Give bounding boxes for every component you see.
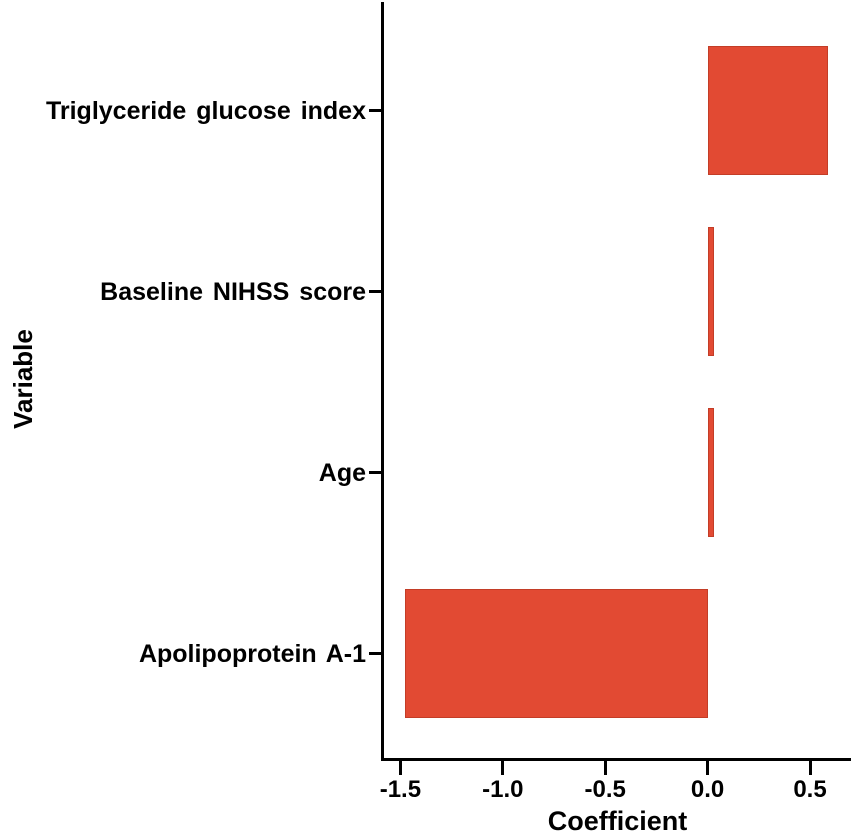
category-label: Age	[318, 458, 366, 487]
x-tick-label: 0.0	[690, 776, 725, 803]
x-tick-label: -1.0	[482, 776, 524, 803]
x-tick-label: -0.5	[584, 776, 626, 803]
x-tick	[398, 758, 402, 775]
category-label: Baseline NIHSS score	[100, 277, 366, 306]
bar-age	[707, 408, 714, 537]
x-axis-line	[381, 758, 851, 761]
bar-baseline-nihss-score	[707, 227, 714, 356]
x-tick	[501, 758, 505, 775]
y-tick	[369, 652, 381, 655]
y-tick	[369, 471, 381, 474]
x-tick-label: -1.5	[379, 776, 422, 803]
y-axis-title: Variable	[8, 329, 38, 429]
x-tick-label: 0.5	[793, 776, 827, 803]
y-tick	[369, 290, 381, 293]
x-axis-title: Coefficient	[547, 806, 688, 836]
bar-apolipoprotein-a-1	[404, 589, 708, 718]
x-tick	[808, 758, 812, 775]
x-tick	[603, 758, 607, 775]
y-axis-line	[381, 2, 384, 761]
category-label: Triglyceride glucose index	[45, 96, 366, 125]
bar-triglyceride-glucose-index	[707, 46, 829, 175]
category-label: Apolipoprotein A-1	[138, 639, 366, 668]
x-tick	[706, 758, 710, 775]
y-tick	[369, 109, 381, 112]
